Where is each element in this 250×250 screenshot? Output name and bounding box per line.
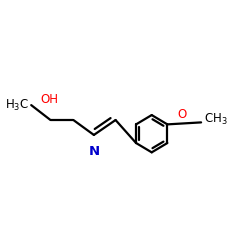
Text: N: N bbox=[88, 145, 100, 158]
Text: O: O bbox=[177, 108, 186, 121]
Text: CH$_3$: CH$_3$ bbox=[204, 112, 227, 128]
Text: H$_3$C: H$_3$C bbox=[5, 98, 29, 113]
Text: OH: OH bbox=[40, 93, 58, 106]
